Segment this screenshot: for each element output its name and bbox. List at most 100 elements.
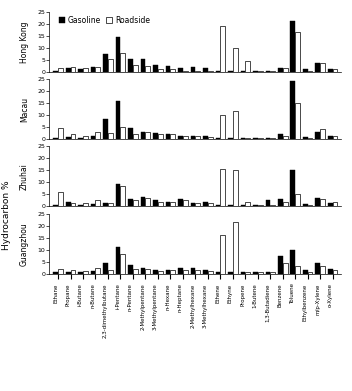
Bar [145, 132, 150, 139]
Bar [308, 71, 313, 72]
Bar [308, 273, 313, 274]
Bar [153, 201, 158, 206]
Bar [178, 199, 183, 206]
Bar [283, 136, 288, 139]
Bar [53, 273, 58, 274]
Bar [116, 100, 120, 139]
Bar [128, 199, 133, 206]
Bar [83, 136, 88, 139]
Bar [283, 263, 288, 274]
Bar [203, 136, 208, 139]
Bar [215, 273, 220, 274]
Bar [215, 71, 220, 72]
Bar [253, 71, 258, 72]
Bar [208, 71, 213, 72]
Bar [153, 270, 158, 274]
Bar [78, 138, 83, 139]
Title: Guangzhou: Guangzhou [20, 222, 29, 265]
Bar [66, 202, 70, 206]
Bar [328, 70, 333, 72]
Bar [303, 70, 308, 72]
Bar [333, 136, 338, 139]
Bar [245, 61, 250, 72]
Bar [103, 203, 108, 206]
Bar [183, 136, 188, 139]
Bar [220, 26, 225, 72]
Text: Hydrocarbon %: Hydrocarbon % [2, 180, 11, 250]
Bar [78, 205, 83, 206]
Bar [91, 67, 95, 72]
Bar [116, 37, 120, 72]
Bar [265, 273, 270, 274]
Bar [303, 270, 308, 274]
Bar [91, 271, 95, 274]
Bar [253, 138, 258, 139]
Bar [166, 270, 170, 274]
Bar [66, 273, 70, 274]
Bar [278, 134, 283, 139]
Bar [320, 63, 325, 72]
Bar [66, 68, 70, 72]
Bar [303, 204, 308, 206]
Bar [158, 70, 163, 72]
Bar [208, 271, 213, 274]
Bar [233, 48, 238, 72]
Bar [158, 202, 163, 206]
Bar [333, 202, 338, 206]
Bar [120, 255, 125, 274]
Bar [328, 136, 333, 139]
Bar [245, 202, 250, 206]
Title: Hong Kong: Hong Kong [20, 21, 29, 63]
Bar [158, 271, 163, 274]
Bar [183, 201, 188, 206]
Bar [166, 134, 170, 139]
Bar [78, 70, 83, 72]
Bar [228, 205, 233, 206]
Bar [315, 63, 320, 72]
Bar [208, 203, 213, 206]
Bar [215, 205, 220, 206]
Bar [133, 134, 138, 139]
Bar [103, 54, 108, 72]
Bar [153, 133, 158, 139]
Bar [178, 268, 183, 274]
Bar [70, 67, 75, 72]
Bar [191, 203, 195, 206]
Bar [183, 270, 188, 274]
Bar [203, 68, 208, 72]
Bar [228, 71, 233, 72]
Bar [91, 204, 95, 206]
Bar [333, 270, 338, 274]
Bar [228, 273, 233, 274]
Title: Zhuhai: Zhuhai [20, 163, 29, 190]
Bar [295, 103, 300, 139]
Bar [116, 183, 120, 206]
Bar [170, 134, 175, 139]
Bar [53, 71, 58, 72]
Bar [283, 68, 288, 72]
Bar [258, 71, 263, 72]
Bar [53, 138, 58, 139]
Bar [233, 170, 238, 206]
Bar [195, 71, 200, 72]
Bar [215, 138, 220, 139]
Bar [178, 136, 183, 139]
Bar [191, 268, 195, 274]
Bar [108, 203, 113, 206]
Bar [166, 202, 170, 206]
Bar [203, 202, 208, 206]
Legend: Gasoline, Roadside: Gasoline, Roadside [59, 16, 150, 25]
Bar [258, 273, 263, 274]
Bar [170, 270, 175, 274]
Bar [83, 203, 88, 206]
Bar [265, 138, 270, 139]
Bar [153, 65, 158, 72]
Bar [91, 136, 95, 139]
Bar [315, 132, 320, 139]
Bar [66, 137, 70, 139]
Bar [233, 222, 238, 274]
Bar [128, 59, 133, 72]
Bar [178, 68, 183, 72]
Bar [141, 197, 145, 206]
Bar [320, 267, 325, 274]
